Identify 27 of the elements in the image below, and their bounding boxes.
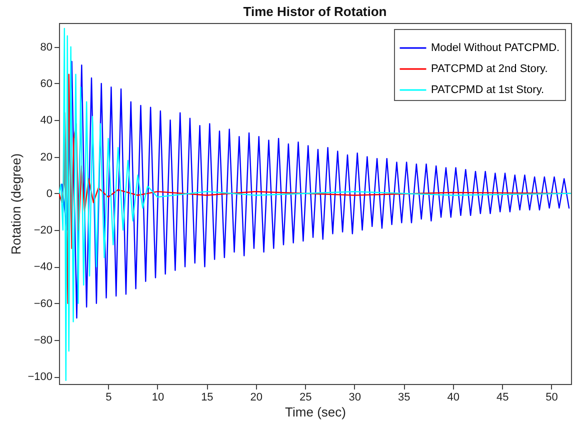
x-tick-label: 50 bbox=[546, 392, 558, 404]
y-axis-title: Rotation (degree) bbox=[8, 153, 24, 255]
x-axis-title: Time (sec) bbox=[285, 404, 346, 420]
line-series bbox=[59, 28, 571, 381]
y-tick-label: −100 bbox=[28, 371, 52, 384]
x-tick-label: 15 bbox=[201, 392, 214, 404]
chart-title: Time Histor of Rotation bbox=[243, 4, 387, 19]
x-tick-label: 45 bbox=[496, 392, 509, 404]
x-tick-label: 10 bbox=[152, 392, 164, 404]
x-tick-label: 35 bbox=[398, 392, 410, 404]
y-tick-label: −20 bbox=[34, 224, 52, 237]
y-tick-label: −60 bbox=[34, 298, 52, 310]
legend-label: PATCPMD at 1st Story. bbox=[431, 84, 544, 96]
y-tick-label: 80 bbox=[40, 41, 52, 54]
x-tick-label: 20 bbox=[250, 392, 263, 404]
legend-label: PATCPMD at 2nd Story. bbox=[431, 63, 548, 75]
x-tick-label: 40 bbox=[447, 392, 460, 404]
legend-label: Model Without PATCPMD. bbox=[431, 42, 560, 54]
y-tick-label: 20 bbox=[40, 151, 52, 164]
x-tick-label: 25 bbox=[300, 392, 312, 404]
y-tick-label: −80 bbox=[34, 334, 52, 347]
x-tick-label: 30 bbox=[348, 392, 362, 404]
y-tick-label: 60 bbox=[40, 78, 52, 90]
y-tick-label: 0 bbox=[46, 188, 52, 200]
y-tick-label: 40 bbox=[40, 114, 52, 127]
y-tick-label: −40 bbox=[34, 261, 52, 274]
x-tick-label: 5 bbox=[106, 392, 112, 404]
